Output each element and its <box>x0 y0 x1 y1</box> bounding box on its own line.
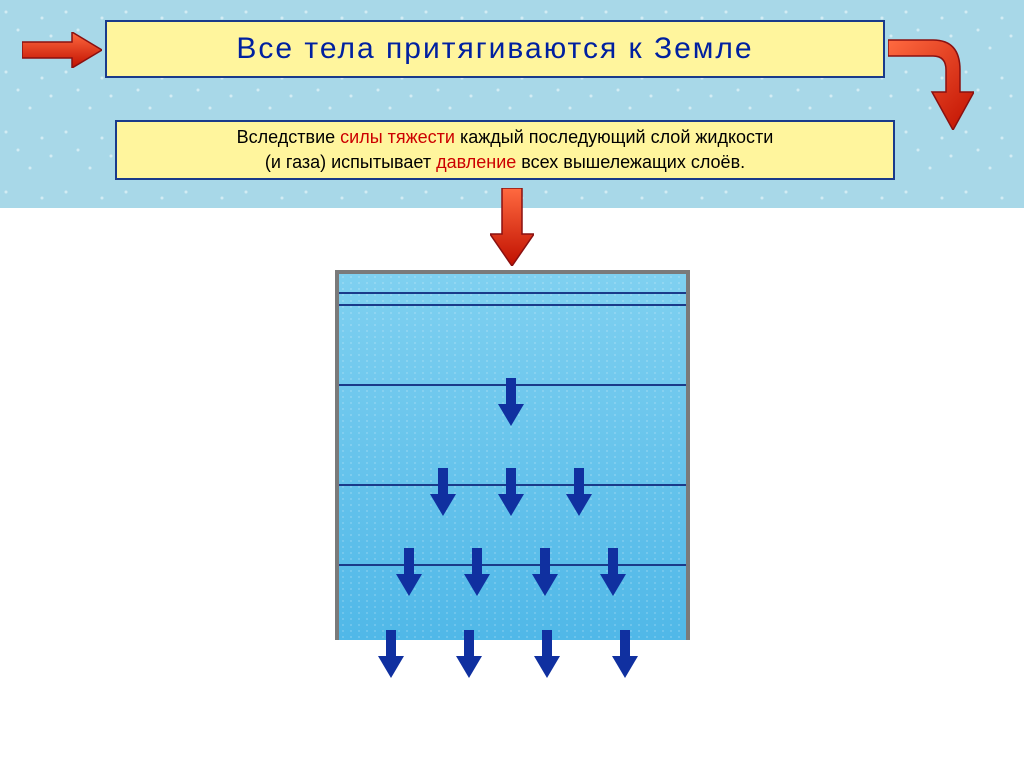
plain-text: каждый последующий слой жидкости <box>455 127 773 147</box>
pressure-arrow-icon <box>600 548 626 596</box>
pressure-arrow-icon <box>534 630 560 678</box>
subtitle-line-2: (и газа) испытывает давление всех вышеле… <box>265 150 745 175</box>
red-emphasis: силы тяжести <box>340 127 455 147</box>
arrow-subtitle-to-container <box>490 188 534 266</box>
plain-text: Вследствие <box>237 127 341 147</box>
layer-line <box>339 564 686 566</box>
pressure-arrow-icon <box>456 630 482 678</box>
layer-line <box>339 304 686 306</box>
pressure-arrow-icon <box>566 468 592 516</box>
liquid-container <box>335 270 690 640</box>
pressure-arrow-icon <box>612 630 638 678</box>
subtitle-line-1: Вследствие силы тяжести каждый последующ… <box>237 125 774 150</box>
title-text: Все тела притягиваются к Земле <box>236 32 753 66</box>
plain-text: (и газа) испытывает <box>265 152 436 172</box>
plain-text: всех вышележащих слоёв. <box>516 152 745 172</box>
pressure-arrow-icon <box>498 468 524 516</box>
pressure-arrow-icon <box>396 548 422 596</box>
arrow-title-to-subtitle <box>888 30 974 130</box>
layer-line <box>339 292 686 294</box>
title-box: Все тела притягиваются к Земле <box>105 20 885 78</box>
pressure-arrow-icon <box>430 468 456 516</box>
subtitle-box: Вследствие силы тяжести каждый последующ… <box>115 120 895 180</box>
red-emphasis: давление <box>436 152 516 172</box>
pressure-arrow-icon <box>378 630 404 678</box>
pressure-arrow-icon <box>532 548 558 596</box>
pressure-arrow-icon <box>498 378 524 426</box>
pressure-arrow-icon <box>464 548 490 596</box>
arrow-left-into-title <box>22 32 102 68</box>
